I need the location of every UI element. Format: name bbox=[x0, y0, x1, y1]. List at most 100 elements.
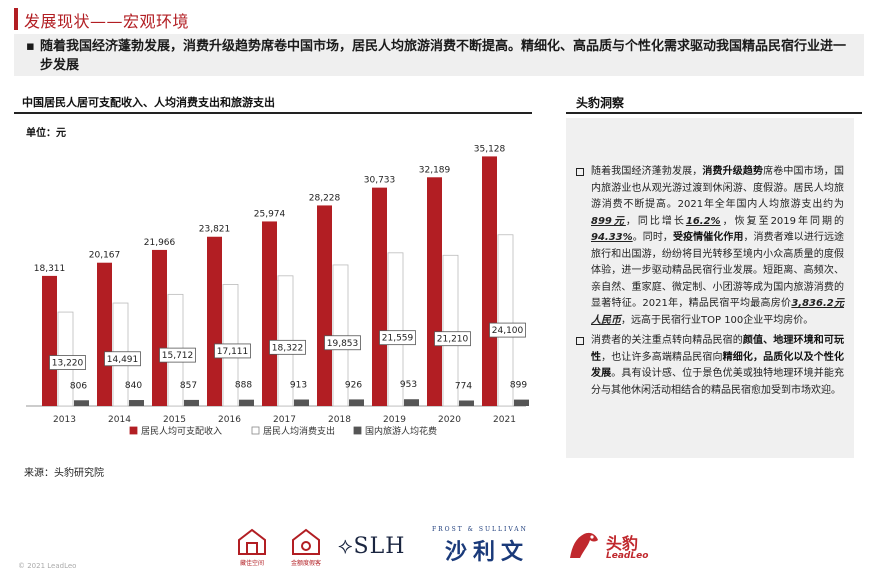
data-label-income-2018: 28,228 bbox=[309, 193, 341, 203]
bar-travel-2019 bbox=[404, 399, 419, 406]
intro-banner: ▪ 随着我国经济蓬勃发展，消费升级趋势席卷中国市场，居民人均旅游消费不断提高。精… bbox=[14, 34, 864, 76]
data-label-income-2014: 20,167 bbox=[89, 251, 121, 261]
copyright: © 2021 LeadLeo bbox=[18, 562, 77, 570]
data-label-box-consumption-2016 bbox=[214, 343, 251, 359]
data-label-travel-2016: 888 bbox=[235, 381, 252, 391]
data-label-income-2020: 32,189 bbox=[419, 165, 451, 175]
bar-travel-2017 bbox=[294, 399, 309, 406]
data-label-consumption-2016: 17,111 bbox=[217, 347, 249, 357]
chart-title: 中国居民人居可支配收入、人均消费支出和旅游支出 bbox=[22, 96, 275, 109]
data-label-consumption-2017: 18,322 bbox=[272, 343, 304, 353]
x-tick-label-2020: 2020 bbox=[438, 415, 461, 425]
partner-logos: 藏佳空间 金额度假客 ⟡SLH FROST & SULLIVAN 沙利文 头豹 … bbox=[0, 520, 875, 580]
bar-income-2019 bbox=[372, 187, 387, 406]
data-label-consumption-2021: 24,100 bbox=[492, 326, 524, 336]
data-label-consumption-2015: 15,712 bbox=[162, 351, 194, 361]
x-tick-label-2015: 2015 bbox=[163, 415, 186, 425]
insight-divider bbox=[566, 112, 862, 114]
leadleo-logo-cn: 头豹 bbox=[606, 534, 639, 553]
logo2-caption: 金额度假客 bbox=[290, 560, 321, 567]
data-label-travel-2021: 899 bbox=[510, 381, 527, 391]
bar-consumption-2020 bbox=[442, 254, 459, 407]
house-logo-icon bbox=[238, 528, 266, 555]
data-label-travel-2019: 953 bbox=[400, 380, 417, 390]
checkbox-bullet-icon bbox=[576, 337, 584, 345]
data-label-income-2019: 30,733 bbox=[364, 176, 396, 186]
data-label-travel-2017: 913 bbox=[290, 381, 307, 391]
data-label-income-2013: 18,311 bbox=[34, 264, 66, 274]
x-tick-label-2021: 2021 bbox=[493, 415, 516, 425]
legend-travel-label: 国内旅游人均花费 bbox=[365, 425, 437, 437]
bar-consumption-2019 bbox=[387, 252, 404, 407]
bar-income-2021 bbox=[482, 156, 497, 406]
insight-paragraph-1: 随着我国经济蓬勃发展，消费升级趋势席卷中国市场，国内旅游业也从观光游过渡到休闲游… bbox=[576, 164, 844, 329]
logo1-caption: 藏佳空间 bbox=[239, 560, 264, 567]
bar-travel-2018 bbox=[349, 399, 364, 406]
bar-travel-2021 bbox=[514, 399, 529, 406]
legend-consumption-swatch bbox=[251, 426, 260, 435]
x-tick-label-2018: 2018 bbox=[328, 415, 351, 425]
slh-logo: ⟡SLH bbox=[338, 534, 406, 559]
bar-income-2013 bbox=[42, 275, 57, 406]
data-label-consumption-2019: 21,559 bbox=[382, 334, 414, 344]
bar-travel-2016 bbox=[239, 399, 254, 406]
legend-income-swatch bbox=[129, 426, 138, 435]
legend-income-label: 居民人均可支配收入 bbox=[141, 425, 222, 437]
data-label-box-consumption-2014 bbox=[104, 351, 141, 367]
legend-travel-swatch bbox=[353, 426, 362, 435]
bar-consumption-2021 bbox=[497, 234, 514, 407]
data-label-box-consumption-2013 bbox=[49, 355, 86, 370]
data-label-box-consumption-2017 bbox=[269, 339, 306, 355]
income-consumption-chart: 18,311 13,220 806 2013 20,167 14,491 840 2014 21… bbox=[26, 144, 529, 437]
insight-title: 头豹洞察 bbox=[576, 96, 625, 110]
data-label-income-2016: 23,821 bbox=[199, 225, 231, 235]
frost-sullivan-en: FROST & SULLIVAN bbox=[432, 526, 528, 533]
data-label-consumption-2014: 14,491 bbox=[107, 355, 139, 365]
insight-paragraph-2: 消费者的关注重点转向精品民宿的颜值、地理环境和可玩性，也让许多高端精品民宿向精细… bbox=[576, 333, 844, 399]
data-label-consumption-2020: 21,210 bbox=[437, 335, 469, 345]
page-title: 发展现状——宏观环境 bbox=[24, 12, 190, 31]
bar-travel-2020 bbox=[459, 400, 474, 406]
data-label-consumption-2018: 19,853 bbox=[327, 339, 359, 349]
x-tick-label-2017: 2017 bbox=[273, 415, 296, 425]
data-label-consumption-2013: 13,220 bbox=[52, 359, 84, 369]
bar-travel-2013 bbox=[74, 400, 89, 406]
bar-travel-2014 bbox=[129, 400, 144, 406]
bar-income-2018 bbox=[317, 205, 332, 406]
intro-text: 随着我国经济蓬勃发展，消费升级趋势席卷中国市场，居民人均旅游消费不断提高。精细化… bbox=[40, 39, 847, 73]
bar-income-2015 bbox=[152, 249, 167, 406]
data-label-travel-2018: 926 bbox=[345, 380, 362, 390]
bar-travel-2015 bbox=[184, 399, 199, 406]
data-label-travel-2013: 806 bbox=[70, 381, 87, 391]
frost-sullivan-cn: 沙利文 bbox=[445, 540, 530, 565]
data-label-income-2021: 35,128 bbox=[474, 144, 506, 154]
bar-income-2017 bbox=[262, 221, 277, 406]
data-label-travel-2020: 774 bbox=[455, 382, 472, 392]
data-label-box-consumption-2021 bbox=[489, 322, 526, 338]
bar-income-2014 bbox=[97, 262, 112, 406]
data-label-travel-2015: 857 bbox=[180, 381, 197, 391]
insight-panel: 随着我国经济蓬勃发展，消费升级趋势席卷中国市场，国内旅游业也从观光游过渡到休闲游… bbox=[566, 118, 854, 458]
chart-divider bbox=[14, 112, 532, 114]
data-label-travel-2014: 840 bbox=[125, 381, 142, 391]
x-tick-label-2013: 2013 bbox=[53, 415, 76, 425]
leadleo-logo-en: LeadLeo bbox=[606, 551, 649, 561]
data-label-box-consumption-2015 bbox=[159, 347, 196, 363]
house-logo-icon bbox=[292, 528, 320, 555]
data-label-income-2015: 21,966 bbox=[144, 238, 176, 248]
chart-source: 来源：头豹研究院 bbox=[24, 468, 104, 479]
data-label-box-consumption-2018 bbox=[324, 335, 361, 351]
legend-consumption-label: 居民人均消费支出 bbox=[263, 425, 335, 437]
x-tick-label-2019: 2019 bbox=[383, 415, 406, 425]
intro-bullet: ▪ bbox=[26, 39, 35, 54]
title-accent-bar bbox=[14, 8, 18, 30]
leopard-logo-icon bbox=[570, 532, 598, 558]
data-label-box-consumption-2020 bbox=[434, 331, 471, 347]
checkbox-bullet-icon bbox=[576, 168, 584, 176]
bar-income-2020 bbox=[427, 177, 442, 406]
data-label-income-2017: 25,974 bbox=[254, 209, 286, 219]
data-label-box-consumption-2019 bbox=[379, 330, 416, 346]
chart-unit: 单位：元 bbox=[26, 128, 66, 139]
x-tick-label-2014: 2014 bbox=[108, 415, 131, 425]
bar-income-2016 bbox=[207, 236, 222, 406]
